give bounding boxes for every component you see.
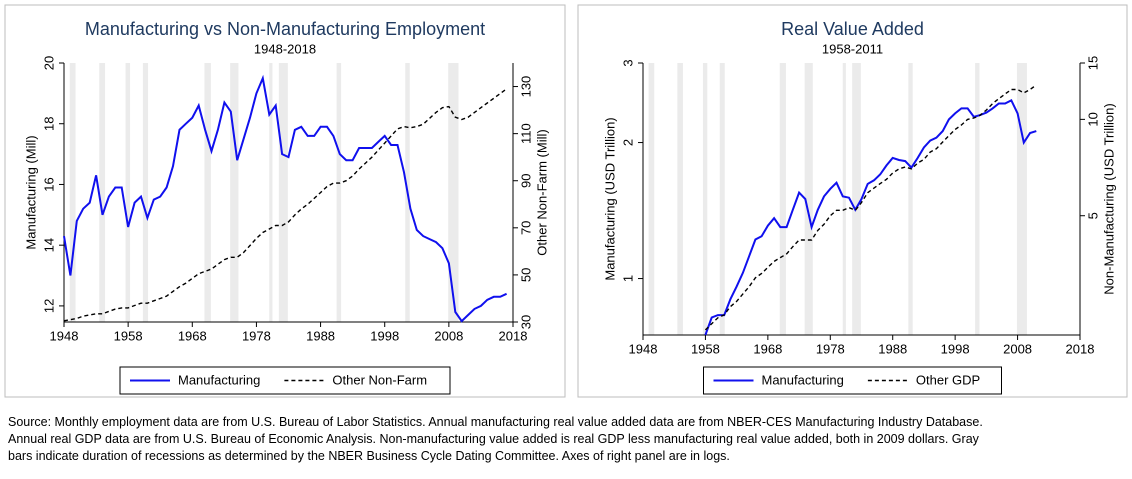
y-tick-label: 12	[41, 299, 56, 313]
x-tick-label: 1958	[691, 341, 720, 356]
y-axis-label: Manufacturing (USD Trillion)	[602, 117, 617, 280]
chart-title: Manufacturing vs Non-Manufacturing Emplo…	[85, 19, 485, 39]
legend-label: Other Non-Farm	[332, 372, 427, 387]
recession-bar	[842, 63, 846, 335]
recession-bar	[448, 63, 459, 322]
x-tick-label: 2008	[1003, 341, 1032, 356]
recession-bar	[142, 63, 149, 322]
y-axis-label: Manufacturing (Mill)	[23, 135, 38, 249]
source-line: Source: Monthly employment data are from…	[8, 415, 983, 429]
legend-label: Manufacturing	[762, 372, 844, 387]
x-tick-label: 2018	[1066, 341, 1095, 356]
source-note: Source: Monthly employment data are from…	[8, 414, 1132, 465]
recession-bar	[230, 63, 239, 322]
x-tick-label: 2008	[434, 328, 463, 343]
recession-bar	[852, 63, 861, 335]
x-tick-label: 1998	[370, 328, 399, 343]
x-tick-label: 1978	[242, 328, 271, 343]
recession-bar	[1016, 63, 1027, 335]
chart-subtitle: 1958-2011	[822, 41, 883, 56]
recession-bar	[269, 63, 273, 322]
legend-label: Manufacturing	[178, 372, 260, 387]
recession-bar	[204, 63, 211, 322]
recession-bar	[719, 63, 725, 335]
x-tick-label: 1968	[178, 328, 207, 343]
series-line	[704, 84, 1037, 331]
y2-tick-label: 90	[518, 173, 533, 187]
y2-tick-label: 30	[518, 315, 533, 329]
y-tick-label: 14	[41, 238, 56, 252]
recession-bar	[125, 63, 131, 322]
y2-tick-label: 110	[518, 123, 533, 144]
recession-bar	[779, 63, 786, 335]
chart-subtitle: 1948-2018	[254, 41, 316, 56]
x-tick-label: 1948	[629, 341, 658, 356]
y2-tick-label: 15	[1085, 56, 1100, 70]
recession-bar	[336, 63, 342, 322]
source-line: bars indicate duration of recessions as …	[8, 449, 730, 463]
y2-axis-label: Non-Manufacturing (USD Trillion)	[1101, 103, 1116, 294]
recession-bar	[975, 63, 980, 335]
charts: Manufacturing vs Non-Manufacturing Emplo…	[4, 4, 1128, 398]
recession-bar	[677, 63, 683, 335]
y-tick-label: 3	[620, 59, 635, 66]
x-tick-label: 2018	[499, 328, 528, 343]
x-tick-label: 1988	[878, 341, 907, 356]
recession-bar	[648, 63, 655, 335]
y-tick-label: 18	[41, 116, 56, 130]
chart-title: Real Value Added	[781, 19, 924, 39]
source-line: Annual real GDP data are from U.S. Burea…	[8, 432, 979, 446]
y2-tick-label: 10	[1085, 112, 1100, 126]
y2-tick-label: 50	[518, 268, 533, 282]
y-tick-label: 1	[620, 275, 635, 282]
recession-bar	[69, 63, 76, 322]
series-line	[63, 88, 508, 322]
y-tick-label: 16	[41, 177, 56, 191]
y-tick-label: 2	[620, 139, 635, 146]
x-tick-label: 1948	[50, 328, 79, 343]
recession-bar	[702, 63, 708, 335]
y-tick-label: 20	[41, 56, 56, 70]
recession-bar	[99, 63, 106, 322]
y2-tick-label: 130	[518, 76, 533, 98]
y2-tick-label: 70	[518, 221, 533, 235]
x-tick-label: 1958	[114, 328, 143, 343]
x-tick-label: 1978	[816, 341, 845, 356]
x-tick-label: 1968	[753, 341, 782, 356]
x-tick-label: 1988	[306, 328, 335, 343]
y2-tick-label: 5	[1085, 212, 1100, 219]
x-tick-label: 1998	[941, 341, 970, 356]
recession-bar	[804, 63, 813, 335]
y2-axis-label: Other Non-Farm (Mill)	[534, 129, 549, 255]
series-line	[63, 74, 508, 323]
recession-bar	[278, 63, 288, 322]
legend-label: Other GDP	[916, 372, 980, 387]
recession-bar	[908, 63, 913, 335]
